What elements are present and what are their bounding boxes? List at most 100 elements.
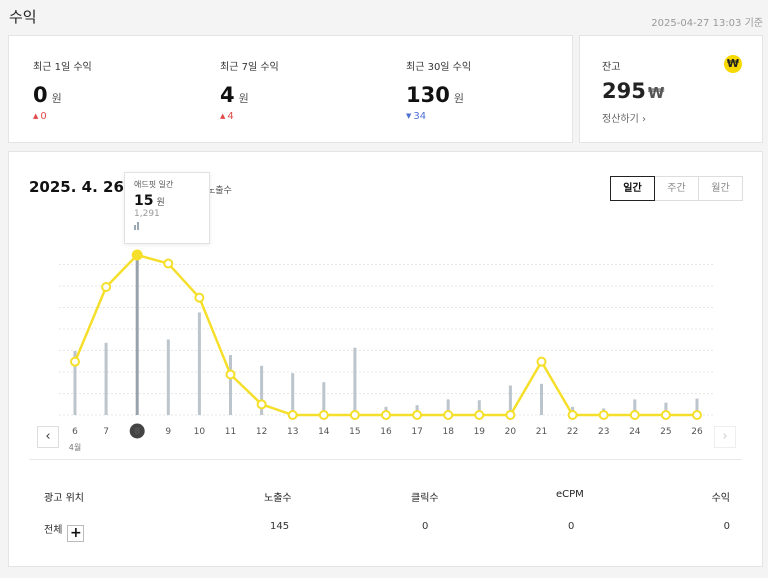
divider (29, 459, 742, 460)
triangle-up-icon: ▲ (220, 112, 226, 120)
x-tick-label: 26 (691, 427, 703, 437)
x-tick-label: 18 (442, 427, 454, 437)
impression-bar (104, 342, 108, 415)
chart-card: 2025. 4. 26 . 노출수 일간 주간 월간 6 7 8 9 10 11 12 13 1… (8, 151, 763, 567)
revenue-point (660, 410, 671, 420)
col-impressions: 노출수 (264, 493, 292, 504)
x-tick-label: 9 (165, 427, 171, 437)
balance-value: 295 ₩ (602, 79, 664, 103)
page-title: 수익 (9, 8, 37, 26)
balance-number: 295 (602, 79, 646, 103)
balance-unit: ₩ (647, 84, 665, 102)
x-tick-label: 7 (103, 427, 109, 437)
revenue-point (256, 399, 267, 410)
revenue-point (381, 410, 391, 420)
revenue-point (194, 292, 205, 303)
revenue-point (598, 410, 609, 420)
x-tick-label: 13 (287, 427, 298, 437)
revenue-point (412, 410, 423, 420)
updated-timestamp: 2025-04-27 13:03 기준 (651, 18, 763, 29)
stat-number: 4 (220, 83, 235, 107)
tab-monthly[interactable]: 월간 (698, 176, 743, 201)
stat-unit: 원 (51, 92, 62, 105)
won-icon: ₩ (724, 55, 742, 73)
col-ecpm: eCPM (556, 489, 584, 500)
revenue-point (101, 282, 112, 292)
x-tick-label: 10 (194, 427, 206, 437)
revenue-chart: 6 7 8 9 10 11 12 13 14 15 16 17 18 19 20 21 22 23 24 25 26 4월 (59, 249, 713, 452)
stat-label: 최근 30일 수익 (406, 62, 472, 73)
impression-bar (260, 365, 264, 415)
row-ecpm: 0 (568, 521, 575, 532)
stat-number: 0 (33, 83, 48, 107)
revenue-point (443, 410, 454, 420)
impression-bar (229, 355, 232, 415)
bar-chart-icon (134, 222, 200, 230)
chart-next-button[interactable]: › (714, 426, 736, 448)
triangle-up-icon: ▲ (33, 112, 39, 120)
impression-bar (695, 398, 699, 415)
revenue-point (629, 410, 640, 420)
impression-bar (353, 347, 357, 415)
revenue-point (70, 356, 80, 367)
table-row: 전체 + 145 0 0 0 (9, 521, 764, 542)
revenue-point (567, 410, 578, 420)
revenue-point (163, 258, 174, 269)
selected-day-marker (129, 423, 145, 439)
impression-bar (633, 399, 637, 415)
stat-unit: 원 (453, 92, 464, 105)
tooltip-unit: 원 (156, 198, 165, 208)
impression-bar (73, 351, 77, 415)
row-position-label: 전체 (44, 525, 63, 536)
impression-bar (664, 402, 668, 415)
x-tick-label: 21 (536, 427, 547, 437)
revenue-point (318, 410, 329, 420)
col-clicks: 클릭수 (411, 493, 439, 504)
revenue-point (287, 410, 298, 420)
revenue-point (225, 369, 236, 380)
stat-label: 최근 1일 수익 (33, 62, 92, 73)
x-tick-label: 17 (411, 427, 422, 437)
col-position: 광고 위치 (44, 493, 84, 504)
impression-bar (540, 383, 543, 415)
tooltip-title: 애드핏 일간 (134, 180, 174, 189)
tab-daily[interactable]: 일간 (610, 176, 655, 201)
chart-date: 2025. 4. 26 . (29, 178, 135, 196)
impression-bar (135, 255, 139, 415)
stat-delta: ▼ 34 (406, 111, 471, 122)
impression-bar (166, 339, 170, 415)
stat-label: 최근 7일 수익 (220, 62, 279, 73)
expand-plus-button[interactable]: + (67, 525, 85, 542)
impression-bar (291, 373, 295, 415)
x-tick-label: 25 (660, 427, 671, 437)
triangle-down-icon: ▼ (406, 112, 412, 120)
chart-legend-impressions: 노출수 (207, 186, 232, 196)
row-revenue: 0 (723, 521, 730, 532)
row-impressions: 145 (270, 521, 290, 532)
x-tick-label: 22 (567, 427, 578, 437)
x-month-label: 4월 (69, 442, 81, 452)
stat-30day: 최근 30일 수익 130 원 ▼ 34 (406, 58, 471, 122)
chart-tooltip: 애드핏 일간 15 원 1,291 (124, 172, 210, 244)
chart-prev-button[interactable]: ‹ (37, 426, 59, 448)
revenue-point (349, 410, 360, 420)
row-clicks: 0 (422, 521, 429, 532)
impression-bar (197, 312, 201, 415)
x-tick-label: 6 (72, 427, 78, 437)
stat-delta: ▲ 4 (220, 111, 279, 122)
impression-bar (477, 400, 481, 415)
x-tick-label: 15 (349, 427, 360, 437)
x-tick-label: 12 (256, 427, 267, 437)
x-tick-label: 8 (134, 427, 140, 437)
settle-link[interactable]: 정산하기 › (602, 114, 646, 125)
tooltip-impressions: 1,291 (134, 209, 160, 219)
stat-value: 130 원 (406, 83, 471, 107)
stat-delta: ▲ 0 (33, 111, 92, 122)
balance-label: 잔고 (602, 62, 621, 73)
x-tick-label: 20 (505, 427, 517, 437)
